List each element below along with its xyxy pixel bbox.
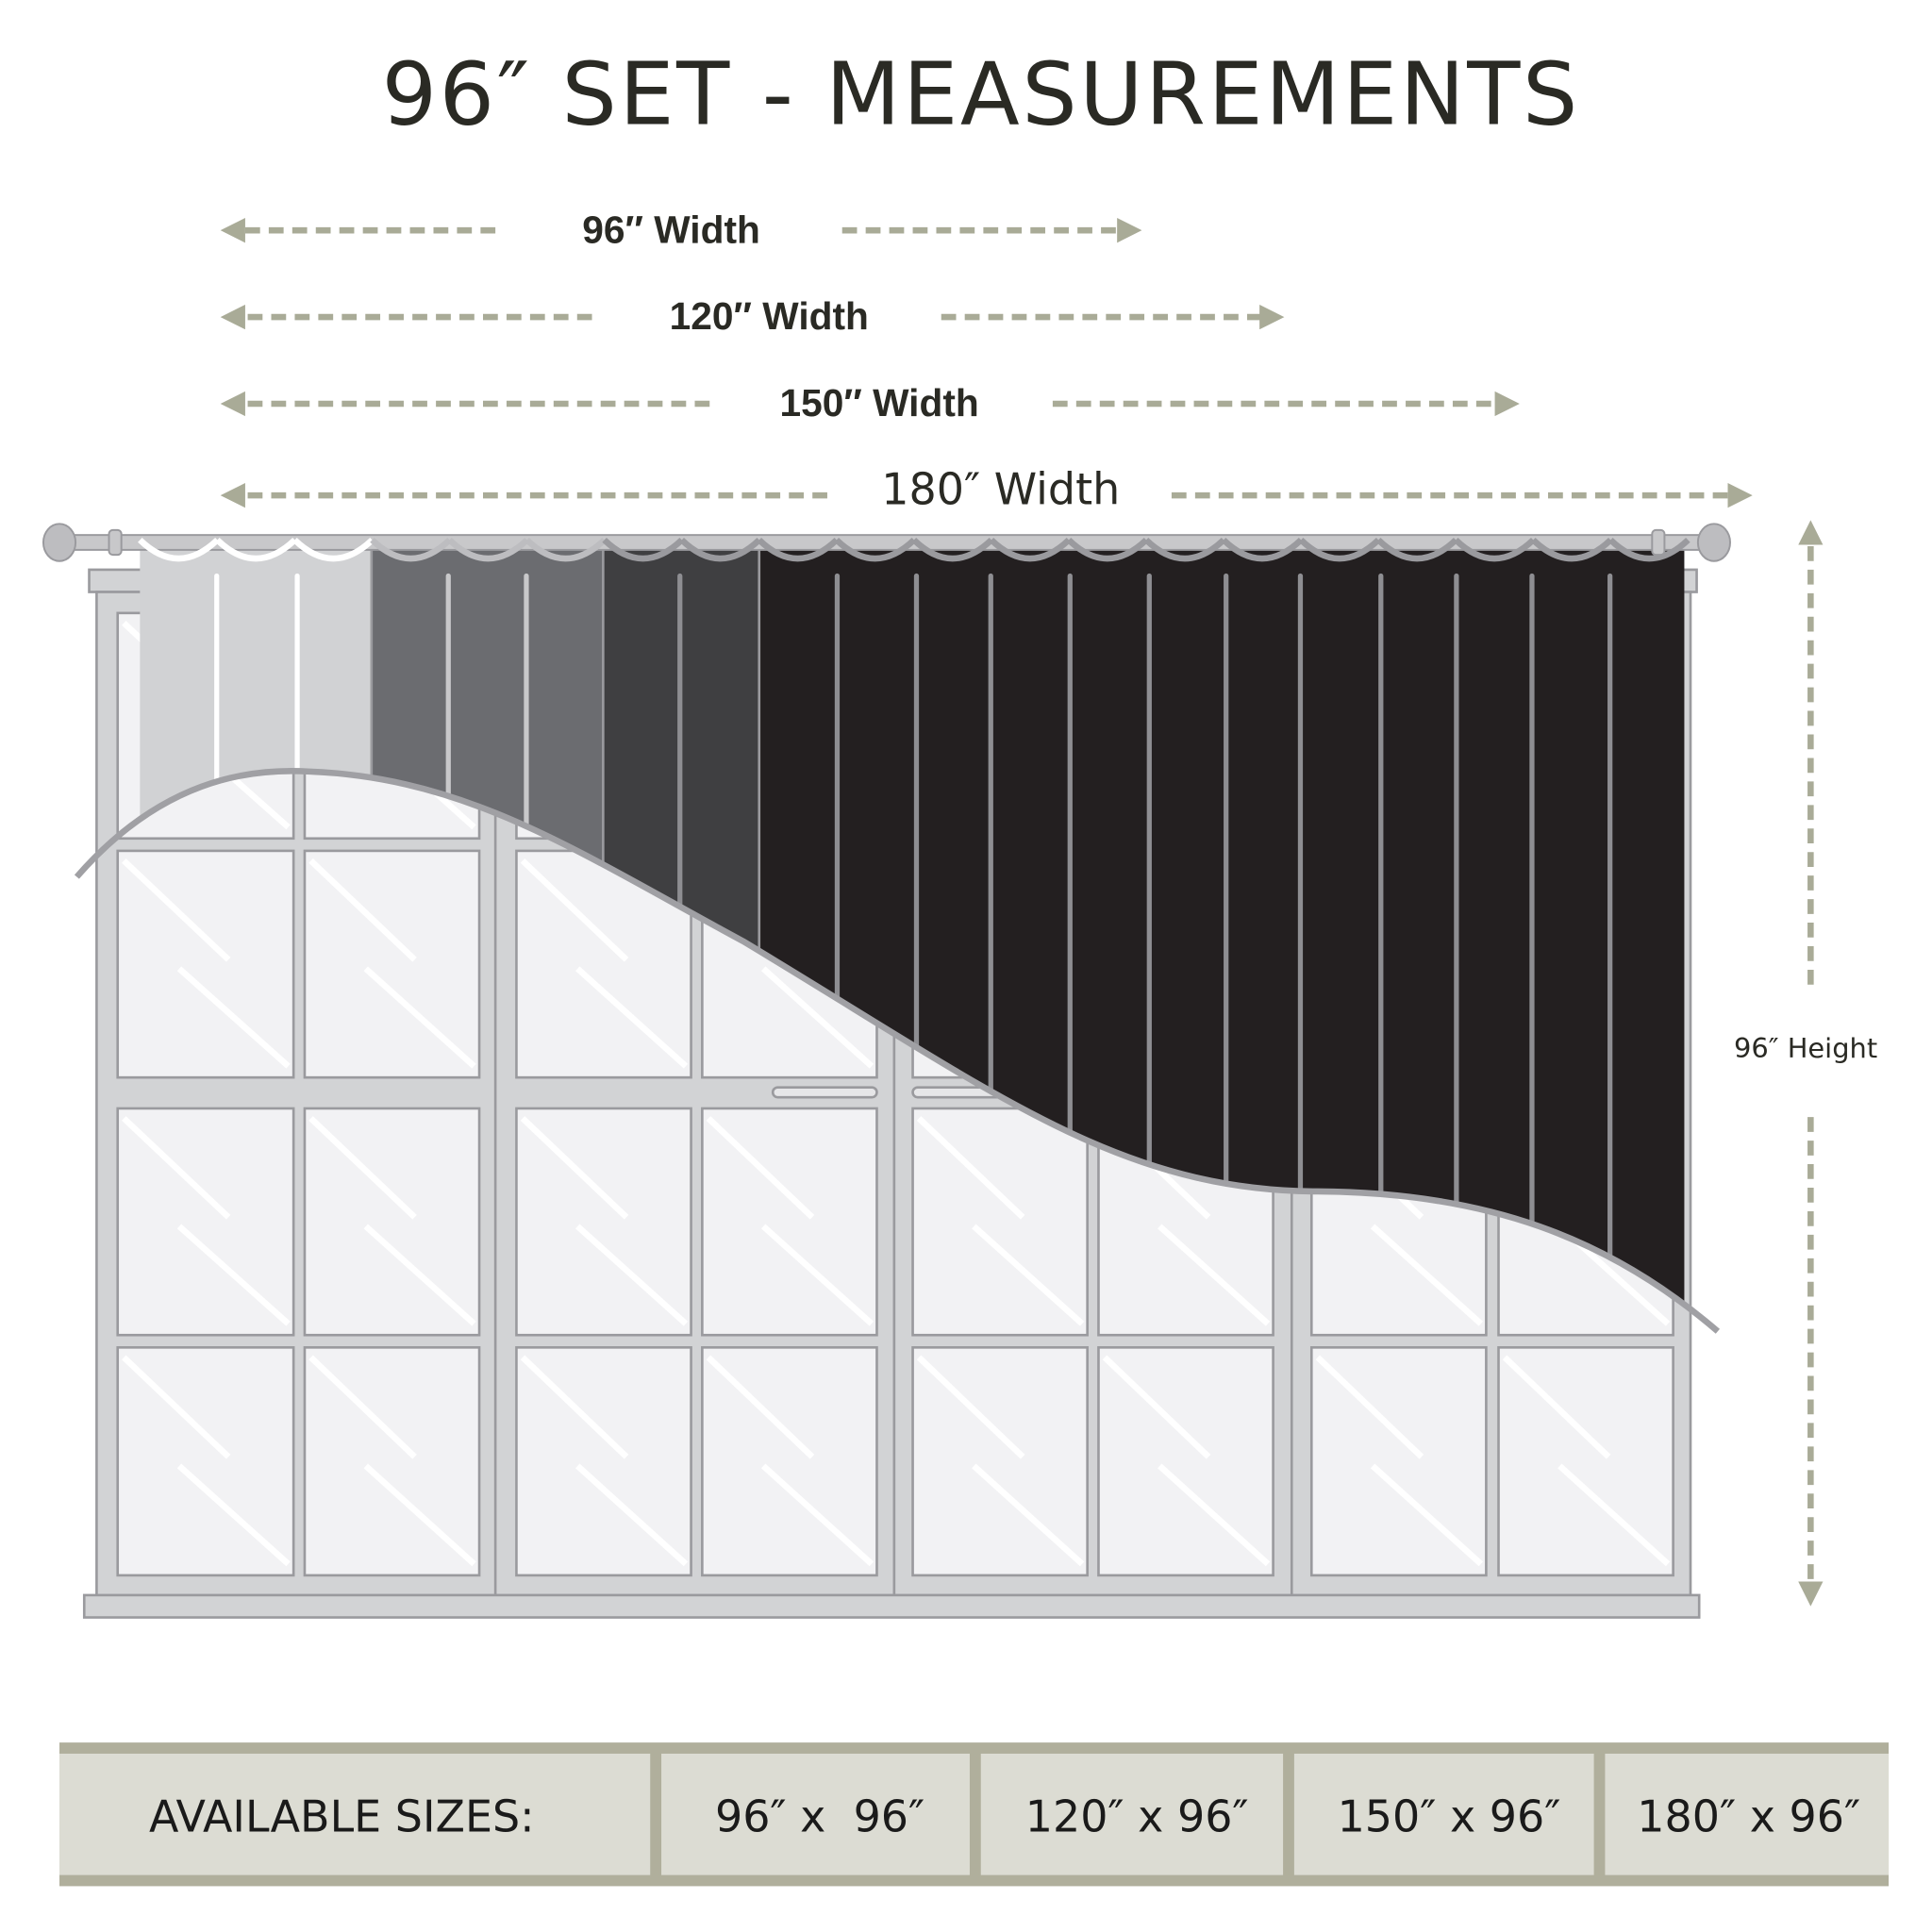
curtain-grommet <box>1530 537 1613 562</box>
curtain-wave-edge <box>74 768 1721 1334</box>
curtain-grommet <box>138 537 220 562</box>
window-pane <box>116 1346 295 1577</box>
curtain-grommet <box>1066 537 1149 562</box>
available-sizes-table: AVAILABLE SIZES: 96″ x 96″ 120″ x 96″ 15… <box>59 1742 1890 1887</box>
curtain-grommet <box>1221 537 1304 562</box>
width-arrow-180: 180″ Width <box>220 463 1753 514</box>
curtain-grommet <box>1453 537 1536 562</box>
rod-finial-right <box>1696 523 1731 562</box>
sizes-heading: AVAILABLE SIZES: <box>149 1791 535 1842</box>
rod-finial-left <box>42 523 77 562</box>
curtain-grommet <box>602 537 684 562</box>
width-label-120: 120″ Width <box>670 294 869 338</box>
window-pane <box>1309 1346 1488 1577</box>
curtain-grommet <box>1143 537 1226 562</box>
curtain-grommet <box>447 537 529 562</box>
height-label: 96″ Height <box>1734 1032 1877 1064</box>
width-label-150: 150″ Width <box>779 381 978 425</box>
window-pane <box>515 1346 692 1577</box>
window-pane <box>701 1107 878 1337</box>
window-pane <box>1097 1346 1274 1577</box>
width-label-180: 180″ Width <box>881 463 1120 514</box>
width-arrow-150: 150″ Width <box>220 381 1520 425</box>
curtain-grommet <box>215 537 297 562</box>
size-option: 150″ x 96″ <box>1338 1791 1561 1842</box>
window-pane <box>911 1346 1089 1577</box>
window-pane <box>303 849 481 1079</box>
window-pane <box>303 1346 481 1577</box>
height-arrow: 96″ Height <box>1734 520 1877 1607</box>
width-label-96: 96″ Width <box>582 208 760 251</box>
curtain-grommet <box>1298 537 1381 562</box>
curtain-grommet <box>679 537 762 562</box>
curtain-grommet <box>911 537 994 562</box>
curtain-grommet <box>292 537 375 562</box>
window-pane <box>1497 1346 1674 1577</box>
width-arrow-96: 96″ Width <box>220 208 1142 251</box>
curtain-grommet <box>1608 537 1690 562</box>
curtain-grommet <box>834 537 917 562</box>
window-pane <box>911 1107 1089 1337</box>
window-pane <box>515 1107 692 1337</box>
curtain-grommet <box>757 537 840 562</box>
window-pane <box>303 1107 481 1337</box>
size-option: 180″ x 96″ <box>1637 1791 1860 1842</box>
window-pane <box>701 1346 878 1577</box>
width-arrow-120: 120″ Width <box>220 294 1285 338</box>
window-pane <box>116 849 295 1079</box>
window-pane <box>116 1107 295 1337</box>
curtain-grommet <box>525 537 607 562</box>
curtain-rod <box>42 523 1731 562</box>
curtain-grommet <box>370 537 452 562</box>
curtain-grommet <box>989 537 1072 562</box>
size-option: 96″ x 96″ <box>715 1791 924 1842</box>
curtain-grommet <box>1375 537 1458 562</box>
page-title: 96″ SET - MEASUREMENTS <box>382 43 1580 144</box>
size-option: 120″ x 96″ <box>1025 1791 1249 1842</box>
